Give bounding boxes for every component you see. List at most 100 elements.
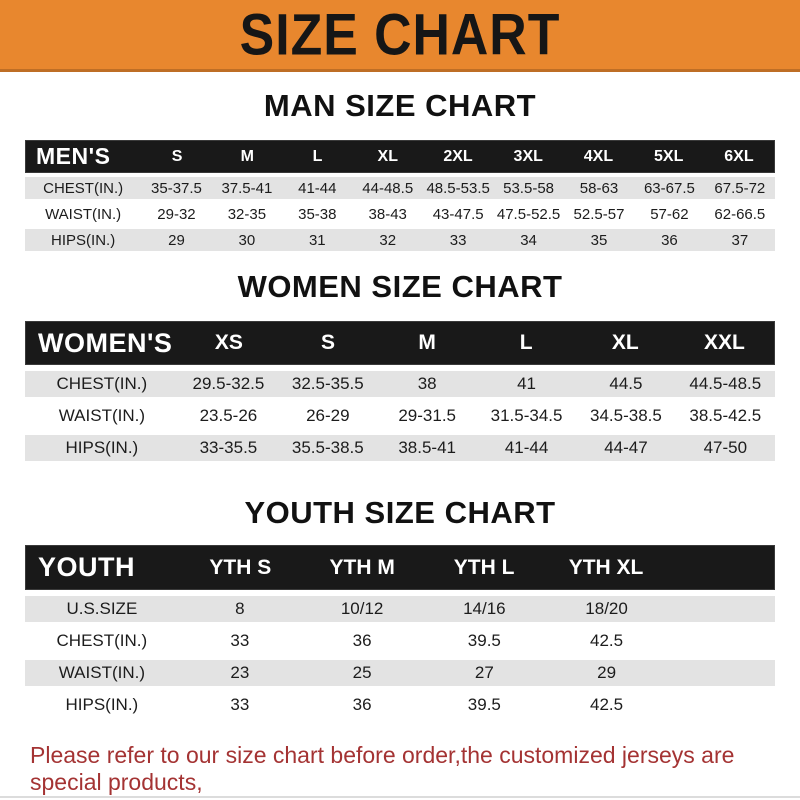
women-section-heading: WOMEN SIZE CHART	[237, 269, 563, 304]
size-column-header: XS	[214, 331, 243, 354]
size-column-header: YTH S	[209, 555, 272, 579]
size-value: 30	[238, 231, 256, 249]
size-value: 33	[449, 231, 467, 249]
size-value: 42.5	[590, 631, 624, 650]
size-value: 29.5-32.5	[192, 374, 265, 393]
men-table-header: MEN'S S M L XL 2XL 3XL 4XL 5XL 6XL	[25, 140, 775, 173]
size-column-header: 5XL	[654, 147, 684, 165]
size-value: 39.5	[467, 695, 501, 714]
size-value: 58-63	[579, 179, 619, 197]
size-value: 41-44	[504, 438, 549, 457]
women-size-table: WOMEN'S XS S M L XL XXL CHEST(IN.) 29.5-32.5 32.5…	[25, 321, 775, 461]
row-label: CHEST(IN.)	[56, 631, 148, 650]
size-column-header: XXL	[704, 331, 745, 354]
size-value: 23.5-26	[199, 406, 258, 425]
size-column-header: L	[519, 331, 533, 354]
bottom-edge-line	[0, 796, 800, 798]
youth-size-chart-section: YOUTH SIZE CHART YOUTH YTH S YTH M YTH L YTH…	[0, 495, 800, 718]
size-column-header: 2XL	[443, 147, 473, 165]
size-value: 39.5	[467, 631, 501, 650]
size-column-header: XL	[377, 147, 398, 165]
size-value: 37	[731, 231, 749, 249]
size-value: 33	[230, 695, 250, 714]
size-value: 63-67.5	[643, 179, 695, 197]
size-value: 32.5-35.5	[291, 374, 364, 393]
size-value: 44.5	[609, 374, 643, 393]
size-value: 18/20	[585, 599, 628, 618]
size-value: 29	[597, 663, 617, 682]
size-column-header: S	[320, 331, 335, 354]
size-chart-banner: SIZE CHART	[0, 0, 800, 72]
youth-size-table: YOUTH YTH S YTH M YTH L YTH XL U.S.SIZE 8 10/12…	[25, 545, 775, 718]
youth-table-title: YOUTH	[38, 552, 135, 582]
size-value: 34	[520, 231, 537, 249]
table-row: HIPS(IN.) 33-35.5 35.5-38.5 38.5-41 41-44 44-…	[25, 435, 775, 461]
size-value: 33	[230, 631, 250, 650]
row-label: U.S.SIZE	[66, 599, 138, 618]
man-section-heading: MAN SIZE CHART	[263, 88, 537, 123]
size-value: 31	[308, 231, 326, 249]
size-value: 37.5-41	[221, 179, 273, 197]
size-column-header: XL	[611, 331, 639, 354]
disclaimer-line-2: we don't accept cancel, change, teturn o…	[30, 796, 780, 800]
size-value: 62-66.5	[714, 205, 766, 223]
size-column-header: YTH L	[453, 555, 515, 579]
size-value: 32-35	[227, 205, 267, 223]
row-label: CHEST(IN.)	[43, 179, 124, 197]
women-table-title: WOMEN'S	[38, 327, 173, 358]
banner-title: SIZE CHART	[239, 2, 561, 67]
size-value: 35	[590, 231, 608, 249]
size-value: 8	[235, 599, 245, 618]
table-row: WAIST(IN.) 23 25 27 29	[25, 660, 775, 686]
size-value: 29-32	[157, 205, 196, 223]
size-value: 23	[230, 663, 250, 682]
size-value: 10/12	[340, 599, 384, 618]
size-column-header: YTH XL	[568, 555, 644, 579]
youth-section-heading: YOUTH SIZE CHART	[244, 495, 556, 530]
size-column-header: 4XL	[583, 147, 614, 165]
table-row: CHEST(IN.) 35-37.5 37.5-41 41-44 44-48.5 48.5…	[25, 177, 775, 199]
size-column-header: YTH M	[329, 555, 395, 579]
size-value: 38.5-41	[398, 438, 457, 457]
table-row: WAIST(IN.) 29-32 32-35 35-38 38-43 43-47.5 47.…	[25, 203, 775, 225]
table-row: U.S.SIZE 8 10/12 14/16 18/20	[25, 596, 775, 622]
size-column-header: 3XL	[513, 147, 543, 165]
size-value: 38	[417, 374, 437, 393]
size-value: 42.5	[590, 695, 624, 714]
table-row: CHEST(IN.) 29.5-32.5 32.5-35.5 38 41 44.5 44.5…	[25, 371, 775, 397]
size-value: 57-62	[650, 205, 689, 223]
man-size-chart-section: MAN SIZE CHART MEN'S S M L XL 2XL 3XL 4XL 5XL 6XL…	[0, 88, 800, 251]
size-value: 33-35.5	[199, 438, 258, 457]
disclaimer-line-1: Please refer to our size chart before or…	[30, 742, 735, 795]
size-value: 35-38	[298, 205, 337, 223]
table-row: HIPS(IN.) 29 30 31 32 33 34 35 36 37	[25, 229, 775, 251]
size-value: 36	[352, 695, 372, 714]
size-value: 38.5-42.5	[689, 406, 762, 425]
size-value: 47.5-52.5	[496, 205, 561, 223]
size-value: 14/16	[463, 599, 506, 618]
row-label: HIPS(IN.)	[51, 231, 116, 249]
row-label: WAIST(IN.)	[58, 406, 145, 425]
size-column-header: 6XL	[724, 147, 754, 165]
size-value: 41-44	[298, 179, 337, 197]
size-value: 29	[168, 231, 185, 249]
size-value: 67.5-72	[714, 179, 766, 197]
size-value: 36	[661, 231, 678, 249]
size-value: 44.5-48.5	[689, 374, 762, 393]
size-value: 27	[474, 663, 494, 682]
size-value: 31.5-34.5	[490, 406, 563, 425]
size-value: 47-50	[703, 438, 748, 457]
size-value: 26-29	[306, 406, 350, 425]
size-column-header: L	[312, 147, 323, 165]
row-label: HIPS(IN.)	[65, 695, 139, 714]
size-value: 29-31.5	[398, 406, 457, 425]
table-row: HIPS(IN.) 33 36 39.5 42.5	[25, 692, 775, 718]
size-value: 34.5-38.5	[590, 406, 662, 425]
size-column-header: M	[240, 147, 254, 165]
size-column-header: S	[171, 147, 183, 165]
size-value: 38-43	[368, 205, 407, 223]
size-value: 41	[517, 374, 537, 393]
size-value: 35.5-38.5	[291, 438, 364, 457]
size-value: 35-37.5	[151, 179, 202, 197]
size-value: 32	[379, 231, 397, 249]
